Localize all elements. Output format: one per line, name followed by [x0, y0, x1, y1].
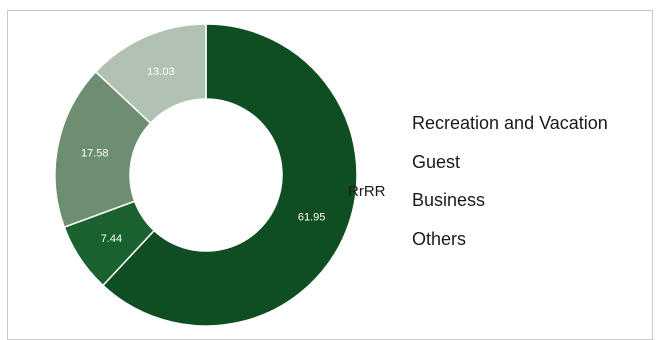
label-others: 13.03: [147, 66, 175, 78]
slice-recreation: [101, 23, 358, 327]
legend-item-business: Business: [412, 190, 486, 210]
label-business: 17.58: [81, 147, 109, 159]
label-recreation: 61.95: [298, 212, 326, 224]
donut-chart: 61.95 7.44 17.58 13.03: [54, 23, 358, 327]
label-guest: 7.44: [101, 233, 122, 245]
slice-business: [54, 70, 152, 229]
slice-others: [94, 23, 207, 125]
chart-legend: Recreation and Vacation Guest Business O…: [412, 111, 608, 265]
legend-item-guest: Guest: [412, 151, 461, 172]
stray-label: RrRR: [348, 183, 386, 200]
legend-item-recreation: Recreation and Vacation: [412, 113, 608, 133]
legend-item-others: Others: [412, 228, 467, 249]
